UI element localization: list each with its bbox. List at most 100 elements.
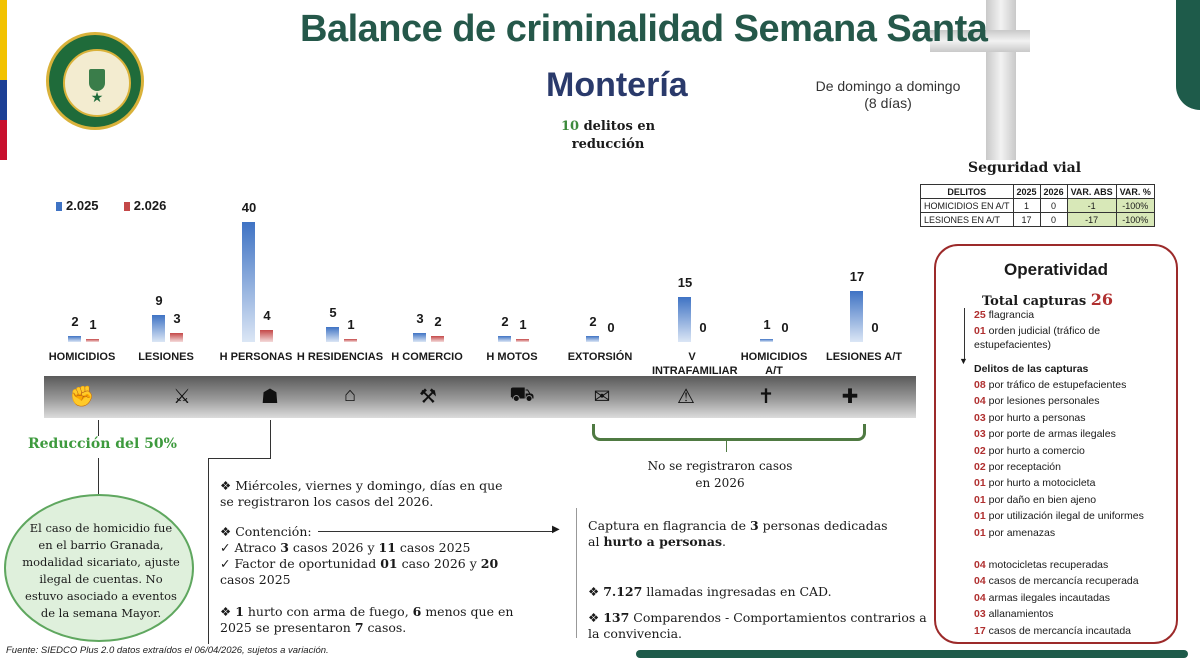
bar-2025-8 xyxy=(760,339,773,342)
reduction-50-label: Reducción del 50% xyxy=(28,436,177,452)
bar-2025-9 xyxy=(850,291,863,342)
bar-2025-3 xyxy=(326,327,339,342)
footer-accent-bar xyxy=(636,650,1188,658)
connector-line xyxy=(98,458,99,496)
bar-2026-4 xyxy=(431,336,444,342)
recuperado-item: 17 casos de mercancía incautada xyxy=(974,624,1132,637)
value-label-2026: 1 xyxy=(519,317,527,332)
value-label-2026: 3 xyxy=(173,311,181,326)
category-label: H PERSONAS xyxy=(219,351,293,363)
category-label: LESIONES xyxy=(138,351,194,363)
recuperado-item: 03 allanamientos xyxy=(974,608,1054,621)
table-cell: LESIONES EN A/T xyxy=(920,212,1014,227)
connector-line xyxy=(208,458,209,644)
bar-2025-6 xyxy=(586,336,599,342)
reduction-summary: 10 delitos en reducción xyxy=(560,119,656,152)
house-burglary-icon: ⌂ xyxy=(343,384,357,406)
captura-delito-item: 01 por amenazas xyxy=(974,526,1056,539)
category-label: H MOTOS xyxy=(486,351,538,363)
road-safety-table: DELITOS 2025 2026 VAR. ABS VAR. % HOMICI… xyxy=(920,184,1155,227)
value-label-2025: 5 xyxy=(329,305,337,320)
cross-decoration-arm xyxy=(930,30,1030,52)
no-cases-bracket xyxy=(592,424,866,441)
homicide-note-text: El caso de homicidio fue en el barrio Gr… xyxy=(22,521,180,620)
connector-line xyxy=(270,420,271,458)
personas-note-atraco: ✓ Atraco 3 casos 2026 y 11 casos 2025 xyxy=(220,540,471,555)
reduction-count: 10 xyxy=(560,119,580,134)
captura-delito-item: 03 por hurto a personas xyxy=(974,411,1086,424)
bar-2026-3 xyxy=(344,339,357,342)
traffic-death-icon: ✝ xyxy=(757,386,775,408)
category-label: H COMERCIO xyxy=(391,351,463,363)
connector-line xyxy=(726,438,727,452)
table-header: VAR. % xyxy=(1115,184,1155,199)
personas-note-arma: ❖ 1 hurto con arma de fuego, 6 menos que… xyxy=(220,604,514,635)
captura-delito-item: 08 por tráfico de estupefacientes xyxy=(974,379,1127,391)
total-captures: Total capturas 26 xyxy=(982,290,1114,309)
legend-label-2026: 2.026 xyxy=(133,198,167,213)
bar-2025-4 xyxy=(413,333,426,342)
corner-accent xyxy=(1176,0,1200,110)
value-label-2026: 0 xyxy=(607,320,615,335)
value-label-2026: 2 xyxy=(434,314,442,329)
table-header: 2026 xyxy=(1039,184,1068,199)
value-label-2026: 1 xyxy=(89,317,97,332)
car-theft-icon: ⛟ xyxy=(509,384,535,406)
category-label: LESIONES A/T xyxy=(826,351,902,363)
extortion-icon: ✉ xyxy=(593,386,611,408)
assault-icon: ✊ xyxy=(69,386,95,408)
comparendos-note: ❖ 137 Comparendos - Comportamientos cont… xyxy=(588,610,927,641)
table-cell: HOMICIDIOS EN A/T xyxy=(920,198,1014,213)
capture-note: Captura en flagrancia de 3 personas dedi… xyxy=(588,518,888,549)
bar-2026-5 xyxy=(516,339,529,342)
legend-label-2025: 2.025 xyxy=(66,198,99,213)
operatividad-panel: Operatividad Total capturas 26 ▼ 25 flag… xyxy=(934,244,1178,644)
table-cell: 0 xyxy=(1039,198,1068,213)
captura-delito-item: 02 por receptación xyxy=(974,461,1061,473)
robbery-icon: ☗ xyxy=(261,386,279,408)
value-label-2025: 2 xyxy=(501,314,509,329)
category-label: HOMICIDIOS xyxy=(48,351,116,363)
table-cell: 17 xyxy=(1012,212,1041,227)
bar-2025-1 xyxy=(152,315,165,342)
bar-2025-7 xyxy=(678,297,691,342)
road-safety-title: Seguridad vial xyxy=(968,160,1082,176)
personas-note-factor: ✓ Factor de oportunidad 01 caso 2026 y 2… xyxy=(220,556,499,587)
category-label: H RESIDENCIAS xyxy=(296,351,384,363)
delitos-capturas-title: Delitos de las capturas xyxy=(974,363,1089,375)
value-label-2026: 0 xyxy=(699,320,707,335)
table-row: HOMICIDIOS EN A/T 1 0 -1 -100% xyxy=(920,198,1155,213)
recuperado-item: 04 armas ilegales incautadas xyxy=(974,591,1111,604)
category-label: HOMICIDIOS A/T xyxy=(740,351,808,377)
chart-legend: 2.025 2.026 xyxy=(56,198,166,213)
crime-icon-band xyxy=(44,376,916,418)
value-label-2025: 2 xyxy=(589,314,597,329)
homicide-note-bubble: El caso de homicidio fue en el barrio Gr… xyxy=(4,494,194,642)
value-label-2025: 15 xyxy=(677,275,693,290)
bar-2026-1 xyxy=(170,333,183,342)
city-title: Montería xyxy=(546,66,688,104)
store-robbery-icon: ⚒ xyxy=(419,386,437,408)
bar-2026-0 xyxy=(86,339,99,342)
table-row: LESIONES EN A/T 17 0 -17 -100% xyxy=(920,212,1155,227)
legend-swatch-2025 xyxy=(56,202,62,212)
category-label: EXTORSIÓN xyxy=(567,351,633,363)
divider xyxy=(576,508,577,638)
value-label-2025: 1 xyxy=(763,317,771,332)
value-label-2026: 4 xyxy=(263,308,271,323)
captura-delito-item: 01 por daño en bien ajeno xyxy=(974,493,1097,506)
bar-2025-0 xyxy=(68,336,81,342)
table-cell: -17 xyxy=(1066,212,1117,227)
bar-2026-2 xyxy=(260,330,273,342)
captura-delito-item: 01 por utilización ilegal de uniformes xyxy=(974,510,1144,523)
connector-line xyxy=(964,308,965,360)
captura-delito-item: 03 por porte de armas ilegales xyxy=(974,428,1116,441)
bar-2025-2 xyxy=(242,222,255,342)
connector-line xyxy=(208,458,271,459)
captura-delito-item: 04 por lesiones personales xyxy=(974,395,1100,408)
value-label-2025: 17 xyxy=(849,269,865,284)
captura-delito-item: 01 por hurto a motocicleta xyxy=(974,477,1096,490)
table-cell: -100% xyxy=(1115,212,1155,227)
value-label-2025: 3 xyxy=(416,311,424,326)
flagrancia-line: 25 flagrancia xyxy=(974,309,1035,321)
